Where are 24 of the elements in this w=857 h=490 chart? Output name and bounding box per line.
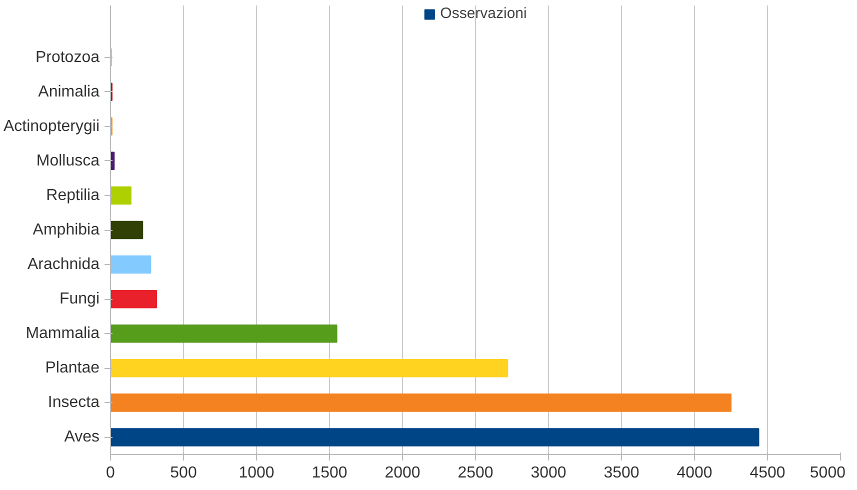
y-tick-label: Insecta bbox=[48, 394, 100, 412]
y-tick-label: Mammalia bbox=[26, 325, 100, 342]
x-tick-label: 4500 bbox=[750, 464, 786, 482]
y-tick-label: Arachnida bbox=[27, 256, 100, 274]
x-tick-label: 3500 bbox=[604, 464, 640, 482]
y-tick-label: Reptilia bbox=[46, 186, 100, 204]
legend-label: Osservazioni bbox=[440, 5, 527, 22]
x-tick-label: 4000 bbox=[676, 464, 712, 482]
y-tick-label: Animalia bbox=[38, 83, 100, 100]
x-tick-label: 1000 bbox=[238, 464, 274, 482]
x-tick-label: 0 bbox=[106, 464, 116, 482]
x-tick-label: 2500 bbox=[458, 464, 494, 482]
y-tick-label: Aves bbox=[64, 428, 100, 446]
y-tick-label: Protozoa bbox=[35, 48, 100, 66]
y-tick-label: Plantae bbox=[45, 360, 100, 377]
x-tick-label: 500 bbox=[170, 464, 197, 482]
x-tick-label: 3000 bbox=[530, 464, 566, 482]
y-tick-label: Amphibia bbox=[32, 222, 100, 238]
y-tick-label: Mollusca bbox=[36, 152, 100, 170]
x-tick-label: 1500 bbox=[312, 464, 348, 482]
y-tick-label: Actinopterygii bbox=[3, 118, 100, 135]
y-tick-label: Fungi bbox=[59, 290, 100, 308]
x-tick-label: 2000 bbox=[384, 464, 420, 482]
x-tick-label: 5000 bbox=[810, 464, 846, 482]
